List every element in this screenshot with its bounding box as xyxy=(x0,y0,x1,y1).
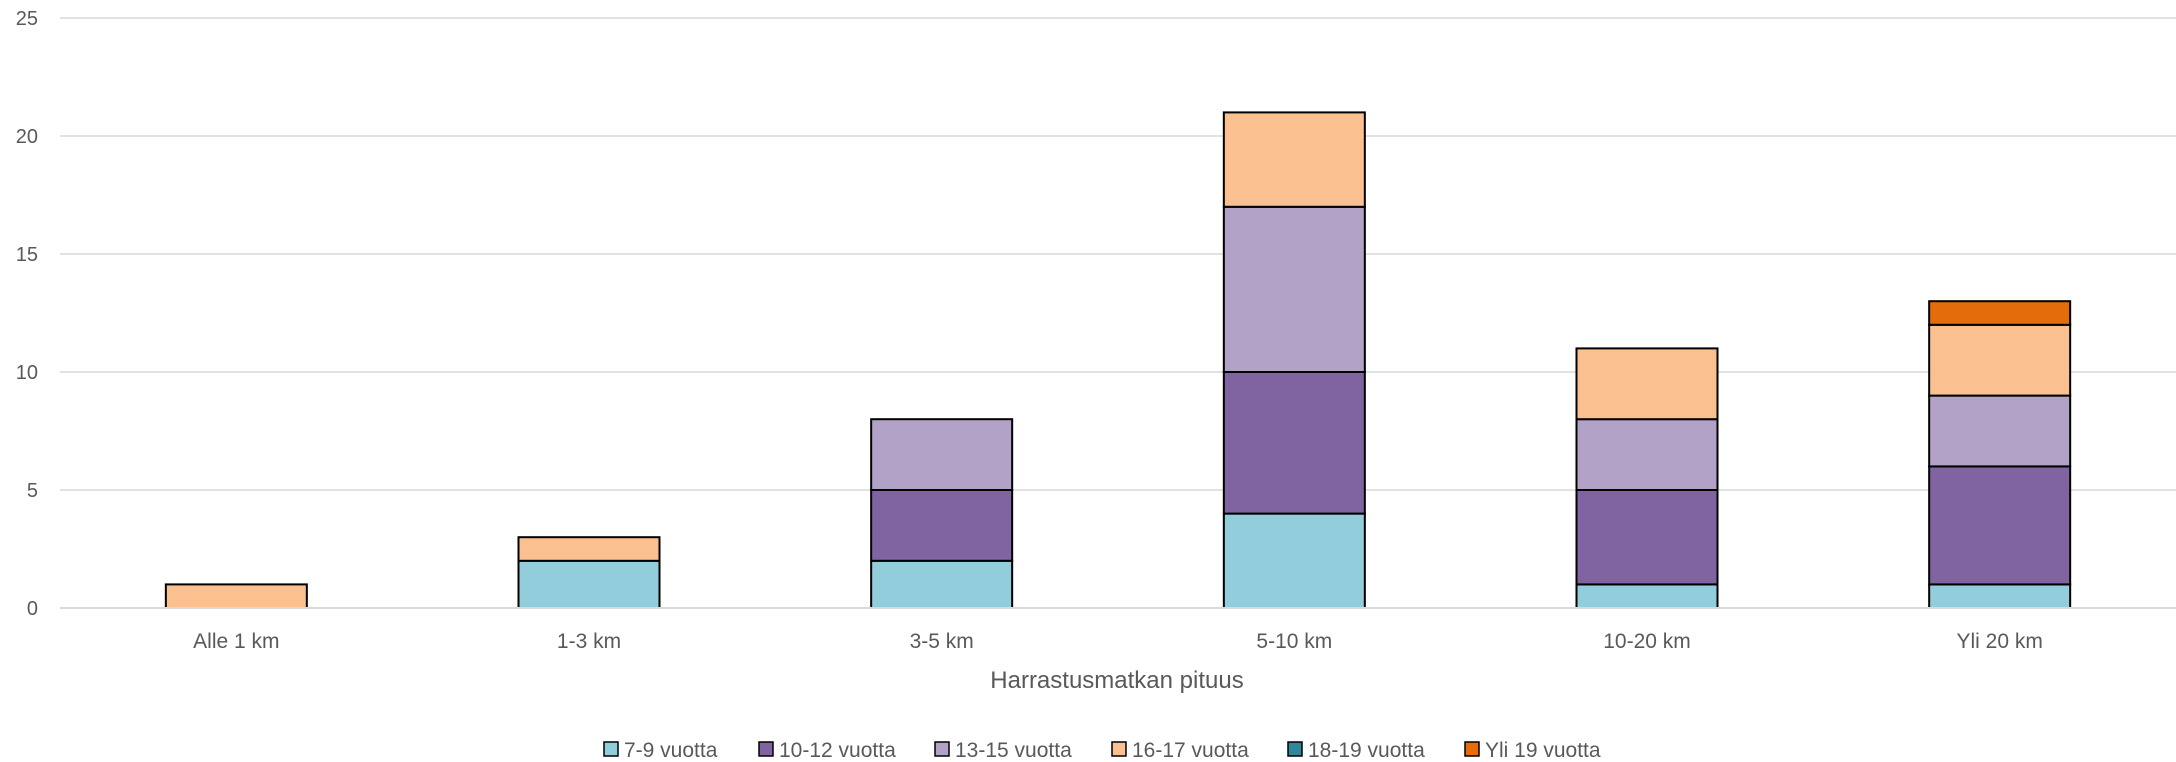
x-axis-title: Harrastusmatkan pituus xyxy=(990,667,1243,694)
x-tick-label: 3-5 km xyxy=(910,630,974,653)
bar-segment xyxy=(1222,205,1366,373)
legend-swatch xyxy=(603,741,619,757)
bar-segment xyxy=(1928,300,2072,326)
bar-segment xyxy=(870,489,1014,562)
bar-segment xyxy=(870,559,1014,609)
bar-segment xyxy=(1222,371,1366,515)
legend-swatch xyxy=(934,741,950,757)
bar-segment xyxy=(1575,583,1719,610)
legend-swatch xyxy=(1287,741,1303,757)
y-tick-label: 0 xyxy=(27,598,38,620)
legend-item: 10-12 vuotta xyxy=(758,739,896,762)
x-tick-label: Yli 20 km xyxy=(1956,630,2042,653)
legend-item: 13-15 vuotta xyxy=(934,739,1072,762)
legend-label: Yli 19 vuotta xyxy=(1485,739,1601,762)
y-tick-label: 20 xyxy=(16,126,38,148)
bars xyxy=(164,111,2072,610)
y-tick-label: 25 xyxy=(16,8,38,30)
bar-segment xyxy=(1928,394,2072,468)
y-tick-label: 10 xyxy=(16,362,38,384)
legend-item: Yli 19 vuotta xyxy=(1464,739,1601,762)
x-tick-label: 1-3 km xyxy=(557,630,621,653)
bar-segment xyxy=(517,536,661,562)
legend-label: 10-12 vuotta xyxy=(779,739,896,762)
y-axis-ticks: 0 5 10 15 20 25 xyxy=(16,8,38,620)
x-tick-label: 10-20 km xyxy=(1603,630,1691,653)
bar-segment xyxy=(1928,323,2072,397)
bar-segment xyxy=(870,418,1014,492)
legend-label: 18-19 vuotta xyxy=(1308,739,1425,762)
bar-segment xyxy=(1575,489,1719,586)
x-tick-label: 5-10 km xyxy=(1256,630,1332,653)
legend-item: 18-19 vuotta xyxy=(1287,739,1425,762)
bar-segment xyxy=(1575,418,1719,492)
x-axis-ticks: Alle 1 km 1-3 km 3-5 km 5-10 km 10-20 km Yli … xyxy=(193,630,2043,653)
bar-segment xyxy=(1928,583,2072,610)
legend-item: 16-17 vuotta xyxy=(1111,739,1249,762)
legend-swatch xyxy=(1111,741,1127,757)
legend-label: 16-17 vuotta xyxy=(1132,739,1249,762)
legend-item: 7-9 vuotta xyxy=(603,739,718,762)
y-tick-label: 5 xyxy=(27,480,38,502)
legend-label: 7-9 vuotta xyxy=(624,739,718,762)
bar-segment xyxy=(1222,111,1366,208)
x-tick-label: Alle 1 km xyxy=(193,630,279,653)
legend-label: 13-15 vuotta xyxy=(955,739,1072,762)
gridlines xyxy=(60,17,2176,491)
legend: 7-9 vuotta 10-12 vuotta 13-15 vuotta 16-17 … xyxy=(603,739,1601,762)
bar-segment xyxy=(1222,512,1366,609)
legend-swatch xyxy=(758,741,774,757)
bar-segment xyxy=(517,559,661,609)
y-tick-label: 15 xyxy=(16,244,38,266)
bar-segment xyxy=(164,583,308,610)
legend-swatch xyxy=(1464,741,1480,757)
bar-segment xyxy=(1575,347,1719,421)
bar-segment xyxy=(1928,465,2072,586)
